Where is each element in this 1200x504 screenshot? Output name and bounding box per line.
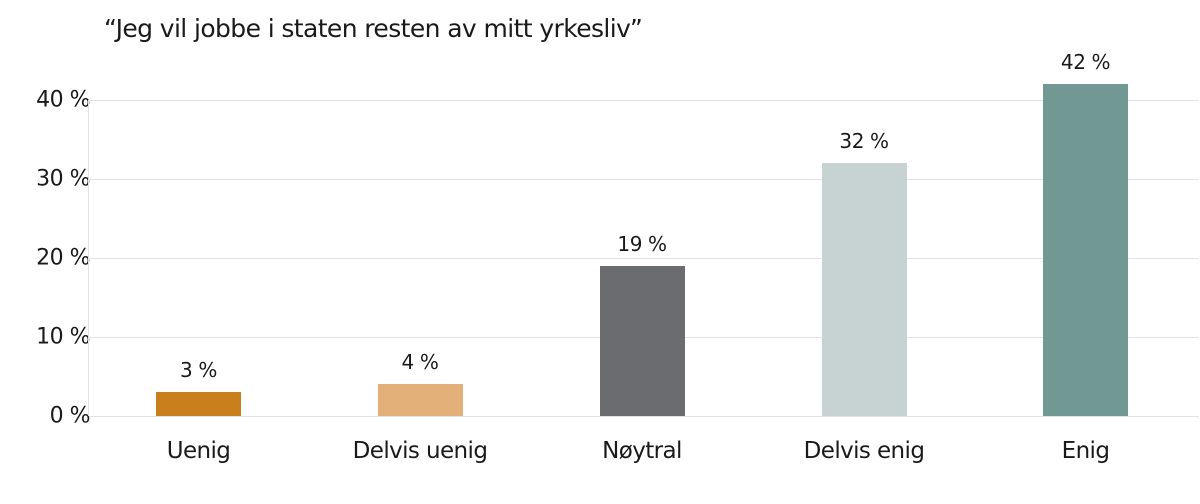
- value-label: 42 %: [1060, 50, 1111, 75]
- x-axis-label: Enig: [1061, 438, 1110, 464]
- gridline-40: [89, 100, 1199, 101]
- bar-uenig: [156, 392, 241, 416]
- value-label: 3 %: [180, 358, 217, 383]
- y-axis-tick-0: 0 %: [49, 403, 91, 429]
- bar-delvis-uenig: [377, 384, 463, 416]
- baseline: [89, 416, 1199, 417]
- gridline-30: [89, 179, 1199, 180]
- chart-title: “Jeg vil jobbe i staten resten av mitt y…: [104, 14, 643, 43]
- y-axis-tick-30: 30 %: [36, 166, 90, 192]
- x-axis-label: Delvis uenig: [352, 438, 488, 464]
- value-label: 19 %: [617, 231, 667, 256]
- x-axis-label: Uenig: [166, 438, 231, 464]
- value-label: 4 %: [401, 350, 439, 375]
- x-axis-label: Nøytral: [602, 438, 682, 464]
- x-axis-label: Delvis enig: [803, 438, 925, 464]
- y-axis-tick-10: 10 %: [36, 324, 90, 350]
- y-axis-tick-20: 20 %: [36, 245, 90, 271]
- y-axis-tick-40: 40 %: [36, 87, 90, 113]
- bar-delvis-enig: [821, 163, 907, 416]
- value-label: 32 %: [839, 129, 889, 154]
- gridline-20: [89, 258, 1199, 259]
- bar-nøytral: [599, 265, 685, 416]
- bar-enig: [1043, 84, 1128, 416]
